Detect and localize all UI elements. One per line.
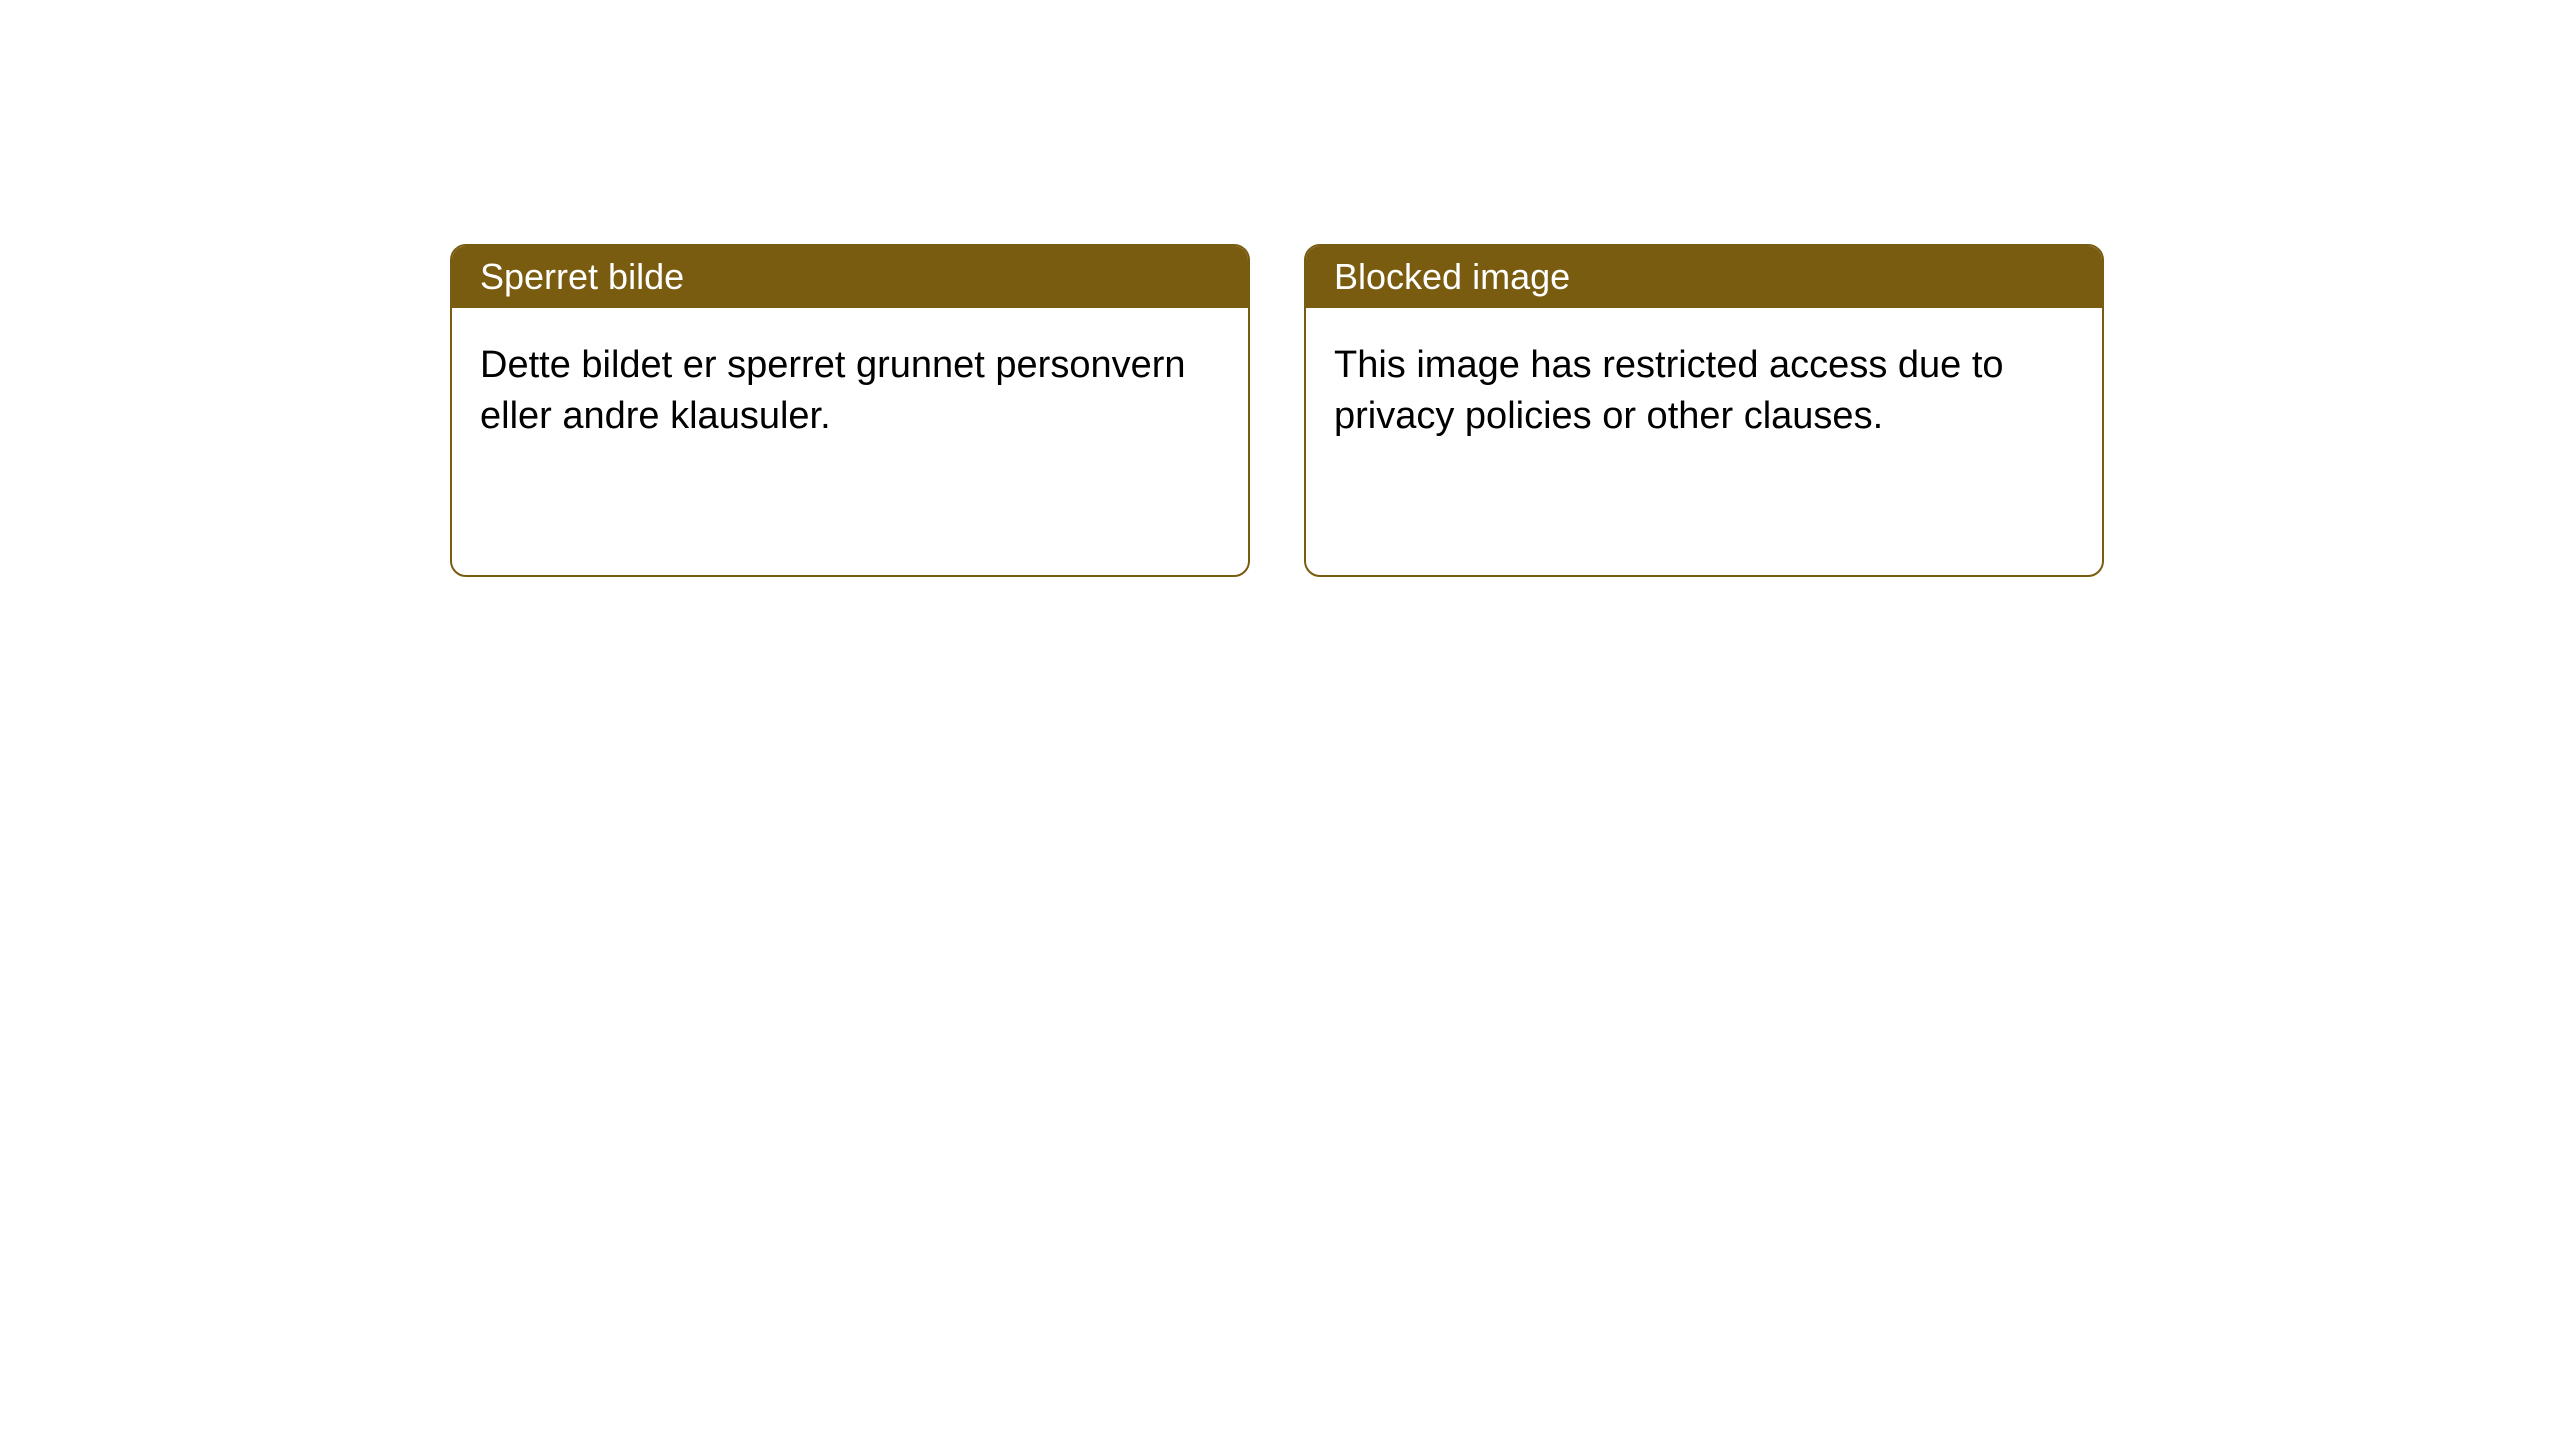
notice-title-english: Blocked image (1306, 246, 2102, 308)
notice-body-norwegian: Dette bildet er sperret grunnet personve… (452, 308, 1248, 475)
notice-card-norwegian: Sperret bilde Dette bildet er sperret gr… (450, 244, 1250, 577)
notice-card-english: Blocked image This image has restricted … (1304, 244, 2104, 577)
notice-body-english: This image has restricted access due to … (1306, 308, 2102, 475)
blocked-image-notices: Sperret bilde Dette bildet er sperret gr… (450, 244, 2104, 577)
notice-title-norwegian: Sperret bilde (452, 246, 1248, 308)
